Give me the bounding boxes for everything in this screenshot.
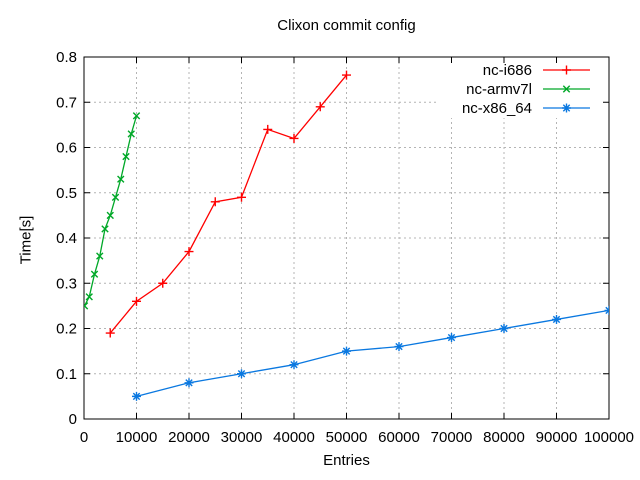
- legend: nc-i686 nc-armv7l nc-x86_64: [462, 62, 590, 117]
- data-point-nc-x86_64: [342, 346, 351, 356]
- y-tick-label: 0.1: [56, 366, 77, 383]
- data-point-nc-i686: [210, 197, 220, 207]
- data-point-nc-armv7l: [90, 270, 99, 278]
- x-tick-label: 10000: [116, 429, 158, 446]
- x-tick-label: 50000: [326, 429, 368, 446]
- legend-label-nc-i686: nc-i686: [483, 62, 532, 79]
- data-point-nc-i686: [289, 133, 299, 143]
- data-point-nc-i686: [105, 328, 115, 338]
- legend-background: [436, 62, 606, 118]
- data-point-nc-i686: [237, 192, 246, 202]
- data-point-nc-armv7l: [127, 130, 135, 138]
- y-tick-label: 0.6: [56, 140, 77, 157]
- y-tick-label: 0.5: [56, 185, 77, 202]
- x-tick-label: 70000: [431, 429, 473, 446]
- data-point-nc-x86_64: [184, 378, 194, 388]
- data-point-nc-i686: [315, 102, 325, 112]
- data-point-nc-i686: [263, 124, 273, 134]
- y-tick-label: 0.3: [56, 275, 77, 292]
- y-tick-label: 0: [69, 411, 77, 428]
- legend-label-nc-x86_64: nc-x86_64: [462, 100, 532, 117]
- series-nc-armv7l: [84, 112, 141, 310]
- data-point-nc-x86_64: [237, 369, 246, 379]
- data-point-nc-x86_64: [289, 360, 299, 370]
- x-tick-label: 80000: [483, 429, 525, 446]
- y-tick-label: 0.4: [56, 230, 77, 247]
- data-point-nc-i686: [158, 278, 168, 288]
- legend-marker-nc-x86_64: [562, 103, 571, 113]
- data-point-nc-armv7l: [96, 252, 104, 260]
- legend-marker-nc-i686: [562, 65, 571, 75]
- data-point-nc-x86_64: [499, 324, 509, 333]
- x-tick-label: 60000: [378, 429, 420, 446]
- x-axis-label: Entries: [323, 452, 370, 469]
- data-point-nc-armv7l: [122, 152, 130, 161]
- data-point-nc-armv7l: [132, 112, 141, 120]
- x-tick-label: 0: [80, 429, 88, 446]
- data-point-nc-x86_64: [132, 391, 141, 401]
- y-tick-label: 0.8: [56, 49, 77, 66]
- data-point-nc-x86_64: [394, 342, 404, 352]
- data-point-nc-armv7l: [84, 302, 89, 310]
- axes: 0 10000 20000 30000 40000 50000 60000 70000 8000…: [56, 49, 634, 446]
- series-line-nc-x86_64: [136, 309, 609, 398]
- legend-marker-nc-armv7l: [562, 85, 571, 93]
- data-point-nc-armv7l: [85, 293, 93, 301]
- data-point-nc-armv7l: [101, 225, 109, 233]
- y-tick-label: 0.2: [56, 321, 77, 338]
- y-tick-label: 0.7: [56, 94, 77, 111]
- x-tick-label: 40000: [273, 429, 315, 446]
- data-point-nc-armv7l: [106, 211, 114, 220]
- x-tick-label: 90000: [536, 429, 578, 446]
- x-tick-label: 30000: [221, 429, 263, 446]
- series-nc-i686: [105, 70, 351, 338]
- data-point-nc-x86_64: [447, 333, 456, 343]
- data-point-nc-x86_64: [552, 314, 561, 324]
- series-line-nc-i686: [109, 74, 348, 334]
- data-point-nc-i686: [342, 70, 351, 80]
- data-point-nc-i686: [184, 247, 194, 257]
- x-tick-label: 100000: [584, 429, 634, 446]
- data-point-nc-armv7l: [117, 175, 125, 183]
- chart-title: Clixon commit config: [277, 17, 416, 34]
- data-point-nc-i686: [132, 296, 141, 306]
- legend-label-nc-armv7l: nc-armv7l: [466, 81, 532, 98]
- x-tick-label: 20000: [168, 429, 210, 446]
- data-point-nc-armv7l: [111, 193, 120, 201]
- series-nc-x86_64: [132, 305, 609, 401]
- data-point-nc-x86_64: [604, 305, 609, 315]
